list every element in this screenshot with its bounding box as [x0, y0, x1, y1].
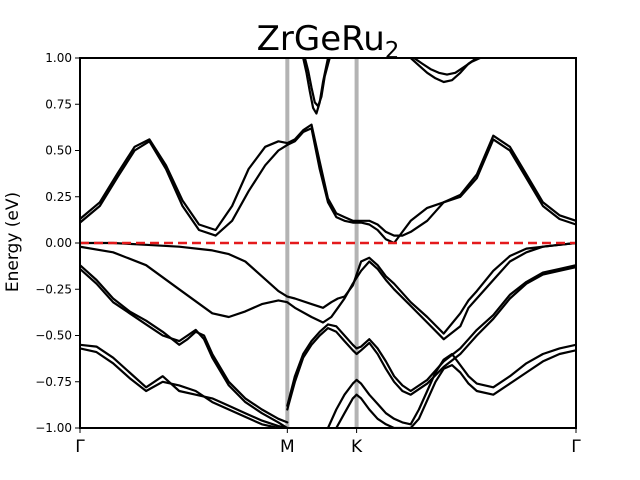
band-line-9	[80, 241, 576, 335]
y-tick-label-2: 0.50	[45, 144, 72, 158]
band-line-15	[80, 347, 289, 428]
chart-title-subscript: 2	[385, 38, 400, 64]
kpath-lines	[285, 58, 359, 428]
band-line-0	[80, 140, 289, 237]
band-line-2	[286, 127, 576, 245]
band-line-17	[335, 349, 576, 428]
band-line-8	[80, 241, 576, 341]
band-line-13	[286, 264, 576, 407]
band-line-1	[80, 138, 289, 232]
band-line-10	[80, 264, 289, 424]
band-line-11	[80, 267, 289, 428]
y-tick-label-1: 0.75	[45, 97, 72, 111]
x-tick-label-3: Γ	[571, 437, 581, 457]
x-tick-label-0: Γ	[75, 437, 85, 457]
x-tick-label-1: M	[280, 437, 295, 457]
y-tick-label-0: 1.00	[45, 51, 72, 65]
band-line-16	[326, 343, 576, 428]
y-axis-label: Energy (eV)	[3, 192, 23, 292]
y-tick-label-6: −0.50	[35, 329, 72, 343]
band-line-7	[412, 58, 482, 76]
y-axis-ticks: 1.00 0.75 0.50 0.25 0.00 −0.25 −0.50 −0.75 −1.00	[35, 51, 80, 435]
x-tick-label-2: K	[351, 437, 363, 457]
band-line-14	[80, 343, 289, 428]
band-line-12	[286, 266, 576, 411]
y-tick-label-4: 0.00	[45, 236, 72, 250]
band-line-5	[303, 58, 331, 108]
band-line-3	[286, 123, 576, 237]
y-tick-label-8: −1.00	[35, 421, 72, 435]
y-tick-label-3: 0.25	[45, 190, 72, 204]
bands	[80, 58, 576, 428]
y-tick-label-7: −0.75	[35, 375, 72, 389]
y-tick-label-5: −0.25	[35, 282, 72, 296]
